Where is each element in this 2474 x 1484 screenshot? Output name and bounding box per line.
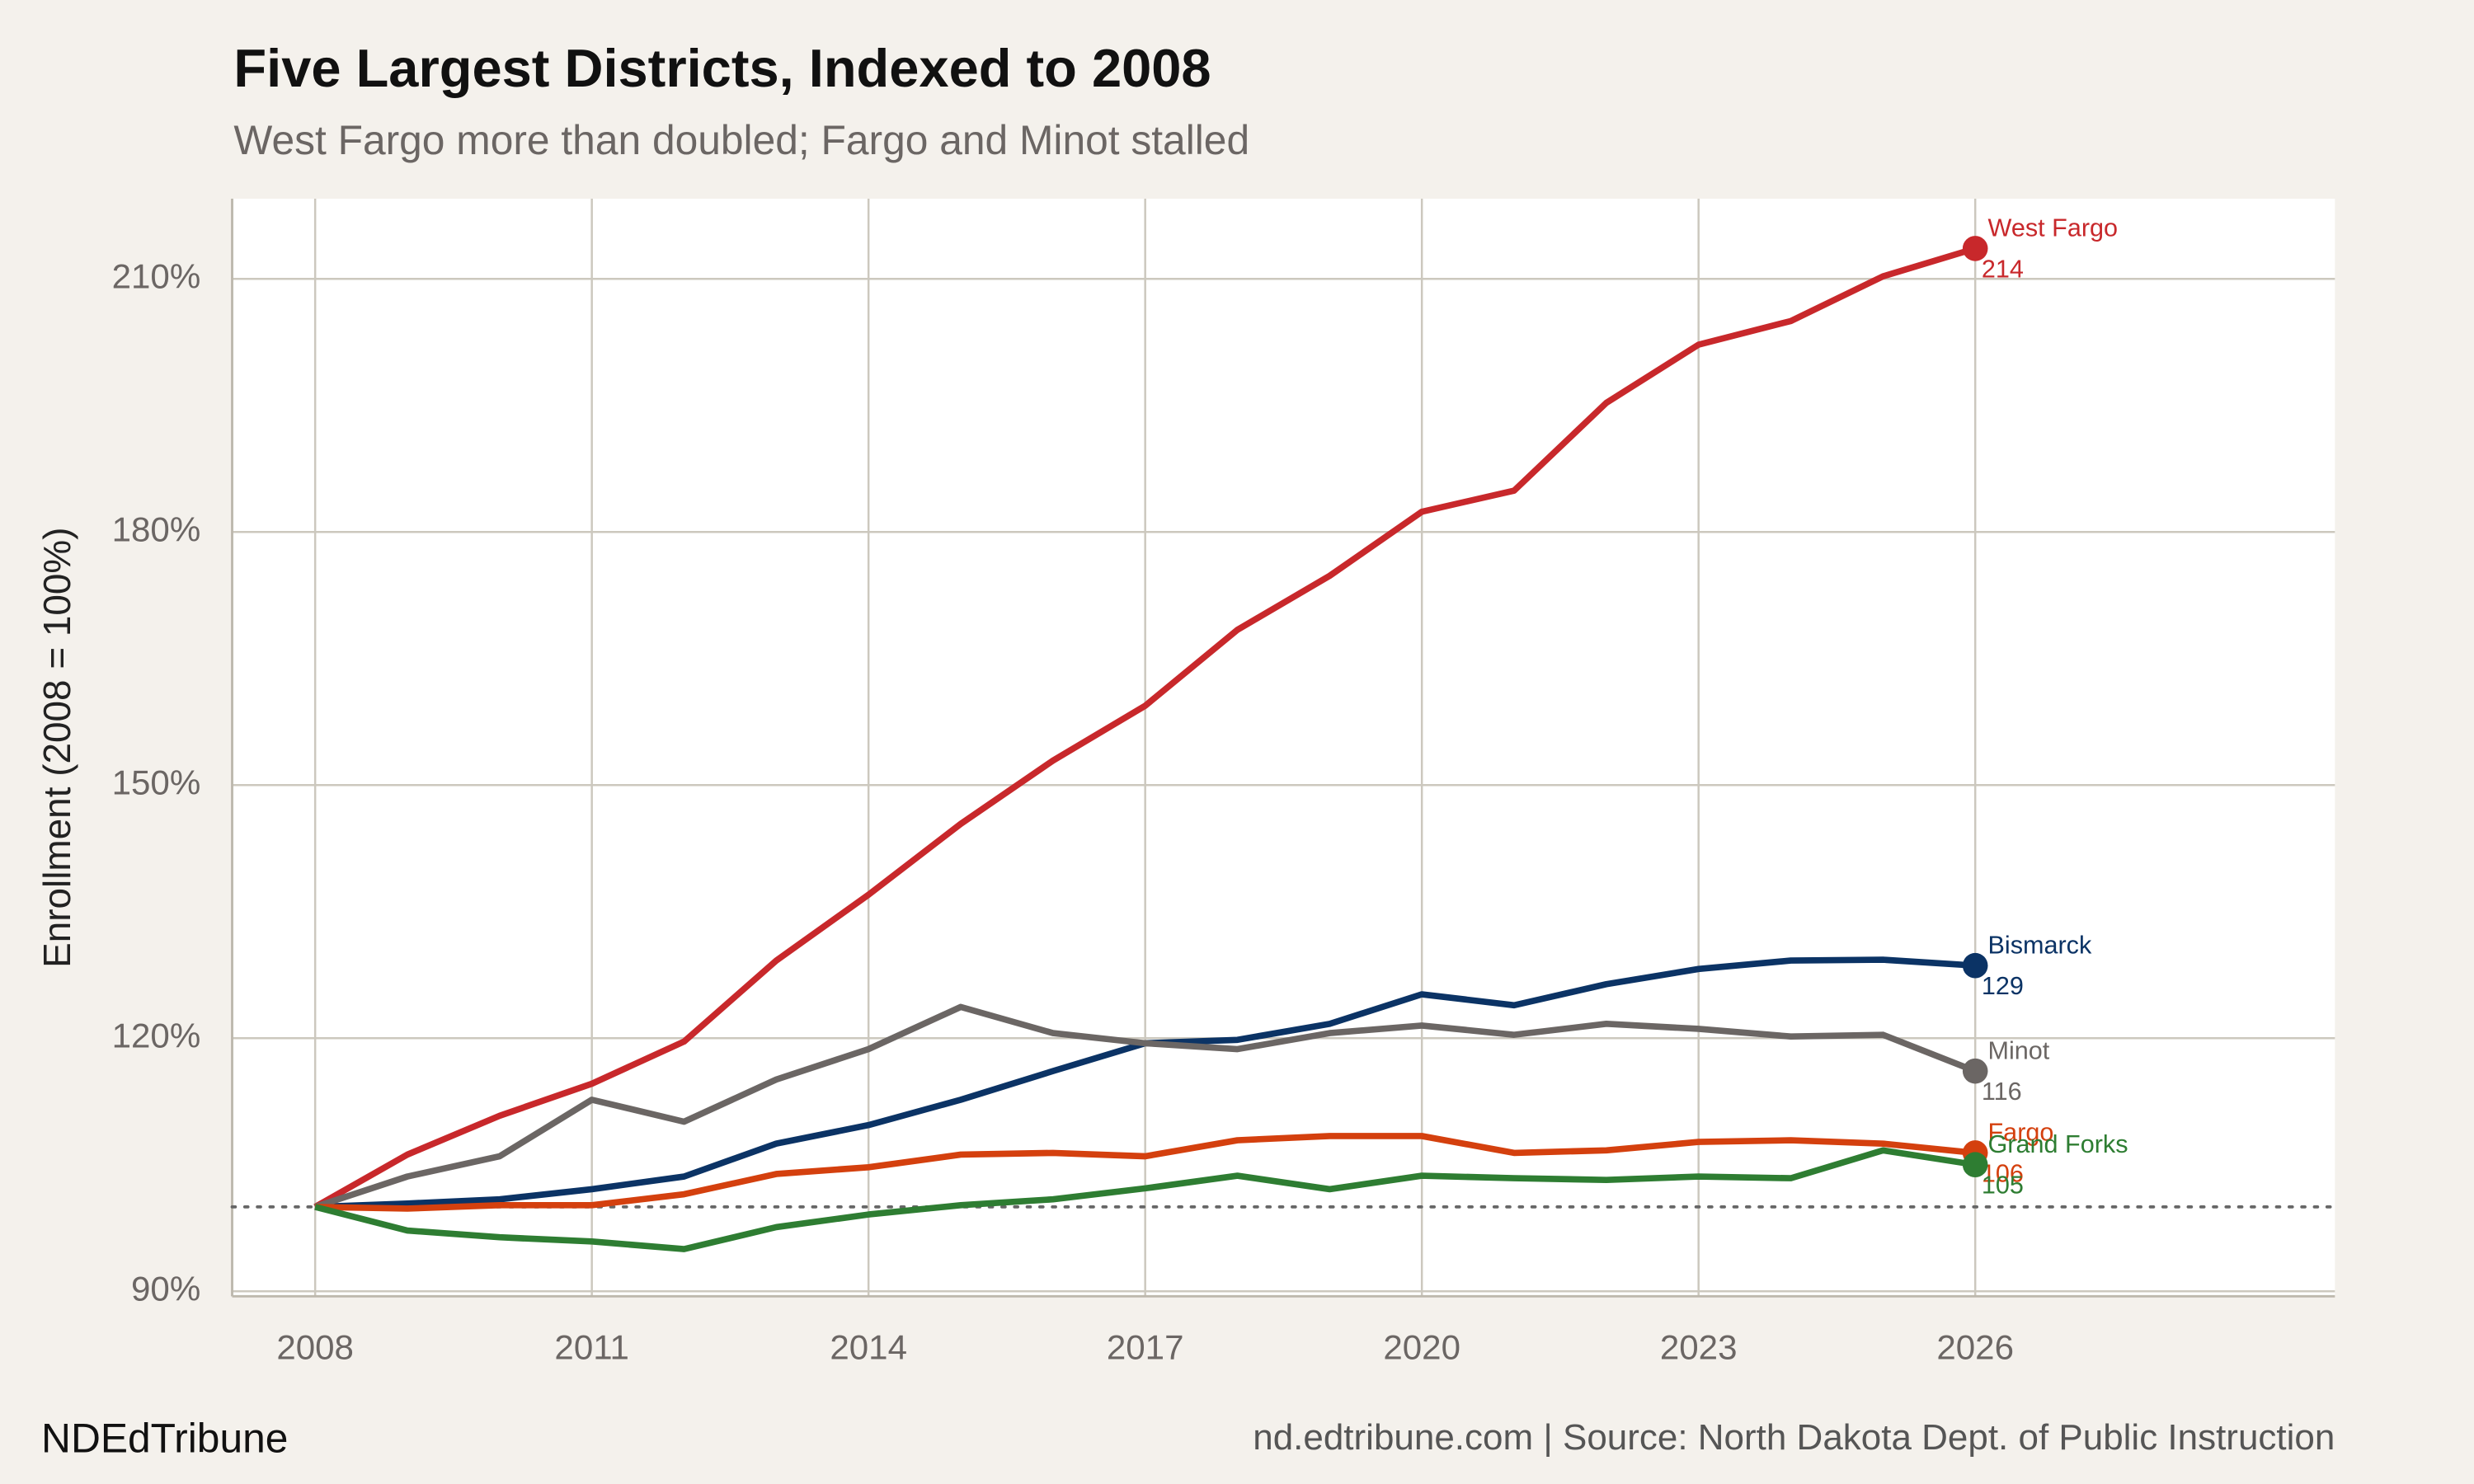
y-tick-label: 120%: [112, 1016, 201, 1054]
end-point: [1962, 1058, 1988, 1084]
x-tick-label: 2014: [830, 1328, 907, 1367]
series-label: Fargo: [1987, 1119, 2053, 1147]
end-point: [1962, 236, 1988, 261]
plot-area: [232, 199, 2335, 1297]
grid: 90% 120% 150% 180% 210% 2008 2011 2014 2017 2020 2…: [112, 199, 2337, 1367]
source: nd.edtribune.com | Source: North Dakota …: [1253, 1417, 2335, 1458]
x-tick-label: 2017: [1107, 1328, 1184, 1367]
series-label: Grand Forks: [1987, 1130, 2128, 1158]
brand: NDEdTribune: [41, 1415, 288, 1461]
series-label: Minot: [1987, 1036, 2049, 1064]
x-tick-label: 2008: [276, 1328, 354, 1367]
value-label: 116: [1982, 1078, 2022, 1106]
marks: West Fargo 214 Bismarck 129 Minot 116 Fargo 106…: [313, 214, 2128, 1252]
x-tick-label: 2011: [554, 1328, 628, 1367]
chart-subtitle: West Fargo more than doubled; Fargo and …: [233, 117, 1249, 163]
series-line: [314, 1147, 1976, 1252]
value-label: 106: [1982, 1159, 2024, 1187]
y-tick-label: 210%: [112, 256, 201, 295]
y-tick-label: 180%: [112, 510, 201, 548]
series-label: Bismarck: [1987, 931, 2091, 959]
x-tick-label: 2023: [1660, 1328, 1738, 1367]
y-axis-label: Enrollment (2008 = 100%): [35, 527, 78, 967]
x-tick-label: 2020: [1383, 1328, 1460, 1367]
x-tick-label: 2026: [1936, 1328, 2014, 1367]
chart-title: Five Largest Districts, Indexed to 2008: [233, 38, 1211, 98]
end-point: [1962, 1152, 1988, 1178]
value-label: 214: [1982, 255, 2024, 283]
y-tick-label: 90%: [131, 1269, 200, 1308]
series-line: [315, 1133, 1976, 1212]
value-label: 129: [1982, 972, 2024, 1000]
series-line: [313, 245, 1977, 1210]
end-point: [1962, 952, 1988, 979]
series-label: West Fargo: [1987, 214, 2118, 242]
series-line: [313, 1003, 1977, 1210]
y-tick-label: 150%: [112, 763, 201, 801]
value-label: 105: [1982, 1172, 2024, 1200]
